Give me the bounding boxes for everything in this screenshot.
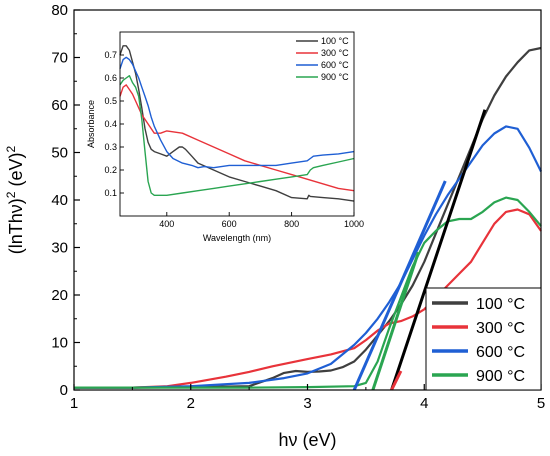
inset-y-tick-label: 0.3 <box>104 142 117 152</box>
main-y-axis-label: (lnThν)2 (eV)2 <box>4 145 26 254</box>
main-x-tick-label: 2 <box>187 395 195 412</box>
inset-legend-label: 300 °C <box>321 48 349 58</box>
inset-axis-ticks: 400 600 800 1000 0.1 0.2 0.3 0.4 0.5 0.6 0.7 <box>104 50 364 229</box>
main-x-tick-label: 4 <box>420 395 428 412</box>
inset-y-axis-label: Absorbance <box>86 100 96 148</box>
inset-series-line-100-c <box>119 45 355 202</box>
main-x-tick-label: 3 <box>303 395 311 412</box>
main-x-axis-label: hν (eV) <box>278 430 336 450</box>
inset-background <box>80 22 362 244</box>
fit-line-100-c <box>390 109 487 391</box>
inset-chart: 400 600 800 1000 0.1 0.2 0.3 0.4 0.5 0.6 0.7 Wavel… <box>80 22 364 244</box>
main-y-axis-label-main: (lnThν) <box>6 198 26 254</box>
inset-y-tick-label: 0.5 <box>104 96 117 106</box>
main-x-tick-label: 5 <box>537 395 545 412</box>
inset-legend-label: 100 °C <box>321 36 349 46</box>
main-y-tick-label: 0 <box>60 382 68 399</box>
main-x-tick-label: 1 <box>70 395 78 412</box>
main-y-tick-label: 80 <box>51 2 68 19</box>
inset-y-tick-label: 0.4 <box>104 119 117 129</box>
fit-lines-group <box>352 109 487 391</box>
main-legend-label: 600 °C <box>476 344 525 361</box>
inset-x-tick-label: 600 <box>222 219 237 229</box>
main-y-axis-label-sup1: 2 <box>4 191 18 198</box>
main-legend-label: 100 °C <box>476 296 525 313</box>
main-y-tick-label: 60 <box>51 97 68 114</box>
inset-series-line-600-c <box>119 56 355 169</box>
main-y-tick-label: 70 <box>51 50 68 67</box>
main-legend-box <box>425 287 542 391</box>
main-y-axis-label-unit: (eV) <box>6 152 26 191</box>
fit-line-900-c <box>371 251 420 391</box>
main-y-tick-label: 30 <box>51 240 68 257</box>
main-y-tick-label: 40 <box>51 192 68 209</box>
main-y-tick-label: 50 <box>51 145 68 162</box>
inset-x-tick-label: 400 <box>159 219 174 229</box>
inset-x-axis-label: Wavelength (nm) <box>203 233 271 243</box>
main-y-tick-label: 10 <box>51 335 68 352</box>
main-y-axis-label-sup2: 2 <box>4 145 18 152</box>
main-y-tick-label: 20 <box>51 287 68 304</box>
inset-x-tick-label: 1000 <box>344 219 364 229</box>
fit-line-300-c <box>390 370 403 391</box>
inset-legend-label: 900 °C <box>321 72 349 82</box>
inset-x-tick-label: 800 <box>284 219 299 229</box>
inset-legend: 100 °C 300 °C 600 °C 900 °C <box>296 36 349 82</box>
main-legend-label: 900 °C <box>476 368 525 385</box>
inset-y-tick-label: 0.7 <box>104 50 117 60</box>
inset-series-line-300-c <box>119 84 355 192</box>
inset-y-tick-label: 0.6 <box>104 73 117 83</box>
main-legend-label: 300 °C <box>476 320 525 337</box>
inset-legend-label: 600 °C <box>321 60 349 70</box>
main-legend: 100 °C 300 °C 600 °C 900 °C <box>425 287 542 391</box>
inset-series-group <box>119 45 355 202</box>
fit-line-600-c <box>352 180 447 391</box>
inset-y-tick-label: 0.1 <box>104 188 117 198</box>
inset-y-tick-label: 0.2 <box>104 165 117 175</box>
inset-series-line-900-c <box>119 74 355 197</box>
